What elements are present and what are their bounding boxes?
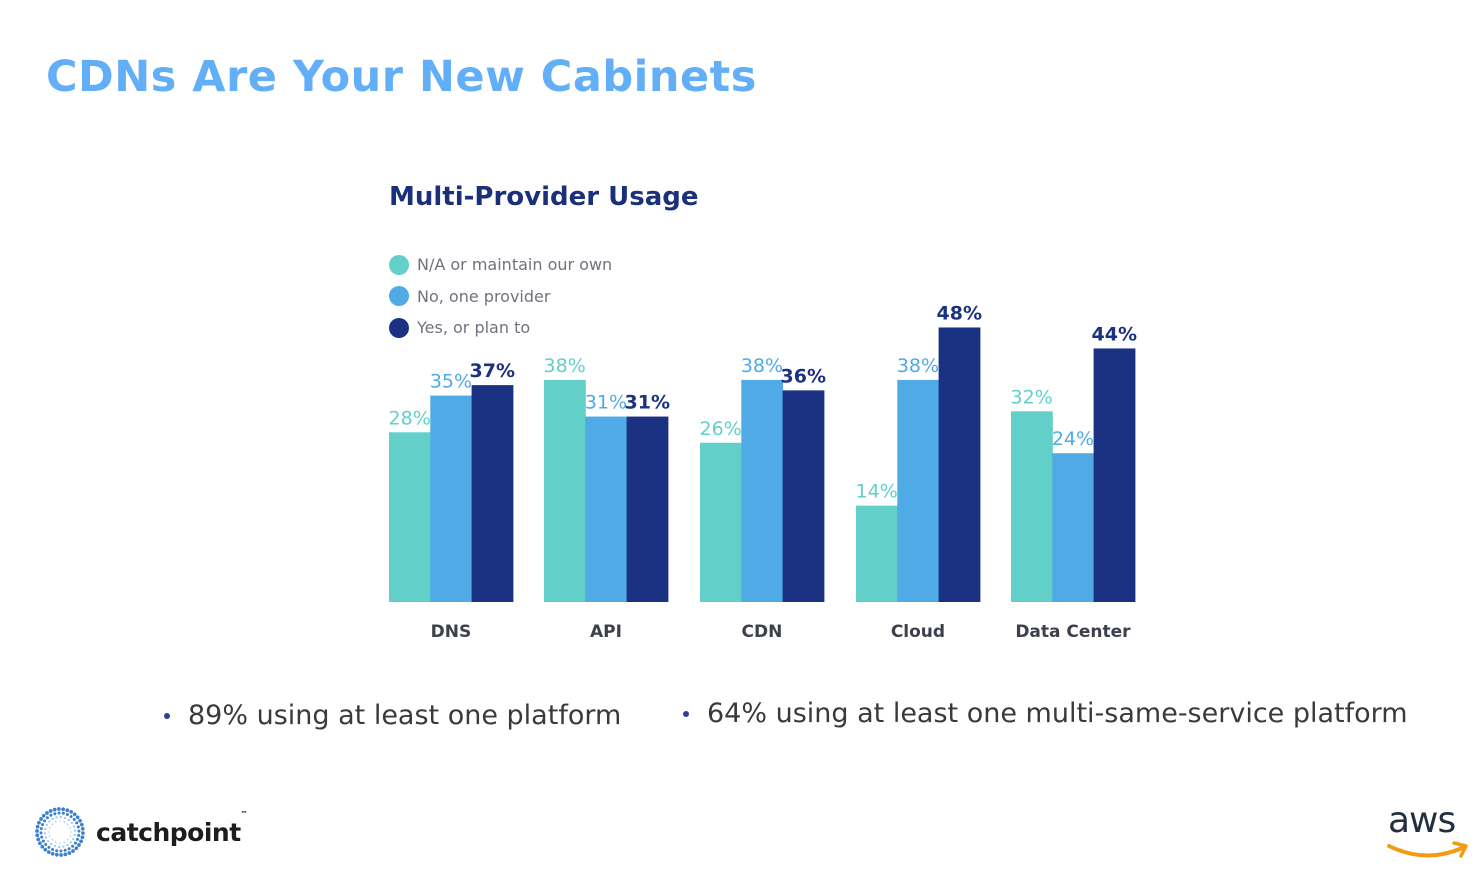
data-label: 36%	[781, 365, 826, 387]
x-tick-label: API	[590, 622, 622, 642]
legend-label: N/A or maintain our own	[417, 255, 613, 275]
bullet-icon	[164, 712, 170, 719]
legend-dot-icon	[389, 317, 409, 338]
bar-dns-series-0	[389, 432, 431, 602]
bar-cloud-series-1	[897, 379, 940, 602]
x-tick-label: Data Center	[1015, 622, 1131, 642]
x-tick-label: Cloud	[891, 622, 945, 642]
slide-title: CDNs Are Your New Cabinets	[46, 52, 757, 102]
data-label: 32%	[1011, 386, 1053, 408]
aws-smile-icon	[1387, 841, 1468, 858]
bar-api-series-2	[626, 416, 669, 602]
bar-dns-series-2	[471, 385, 514, 602]
data-label: 31%	[585, 392, 627, 414]
legend-item-yes: Yes, or plan to	[389, 312, 612, 344]
chart-legend: N/A or maintain our own No, one provider…	[389, 249, 612, 344]
bullet-icon	[683, 710, 689, 717]
chart-title: Multi-Provider Usage	[389, 182, 699, 212]
bar-data-center-series-0	[1011, 411, 1053, 602]
bar-data-center-series-1	[1052, 453, 1095, 602]
bar-cdn-series-1	[741, 379, 784, 602]
bar-api-series-0	[544, 379, 586, 602]
bar-cloud-series-0	[856, 505, 898, 602]
bar-dns-series-1	[430, 395, 473, 602]
data-label: 37%	[470, 360, 515, 382]
data-label: 48%	[937, 302, 982, 324]
data-label: 38%	[544, 355, 586, 377]
bar-cloud-series-2	[938, 327, 981, 602]
legend-label: No, one provider	[417, 286, 551, 306]
aws-wordmark: aws	[1388, 800, 1456, 841]
data-label: 35%	[430, 371, 472, 393]
bullet-text: 89% using at least one platform	[188, 700, 622, 731]
catchpoint-logo: catchpoint™	[34, 806, 248, 858]
legend-dot-icon	[389, 286, 409, 307]
bar-data-center-series-2	[1093, 348, 1136, 602]
catchpoint-burst-icon	[35, 807, 85, 857]
bullet-text: 64% using at least one multi-same-servic…	[707, 698, 1408, 729]
bar-cdn-series-0	[700, 442, 742, 602]
catchpoint-wordmark: catchpoint™	[96, 809, 248, 847]
data-label: 24%	[1052, 428, 1094, 450]
data-label: 38%	[897, 355, 939, 377]
legend-item-one-provider: No, one provider	[389, 281, 612, 313]
legend-label: Yes, or plan to	[417, 318, 531, 338]
data-label: 38%	[741, 355, 783, 377]
bar-api-series-1	[585, 416, 628, 602]
x-tick-label: CDN	[742, 622, 783, 642]
data-label: 31%	[625, 392, 670, 414]
x-tick-label: DNS	[431, 622, 472, 642]
bullet-item: 89% using at least one platform	[164, 700, 621, 731]
aws-logo: aws	[1386, 800, 1470, 862]
bullet-item: 64% using at least one multi-same-servic…	[683, 698, 1408, 729]
legend-dot-icon	[389, 254, 409, 275]
bar-cdn-series-2	[782, 390, 825, 602]
data-label: 44%	[1092, 323, 1137, 345]
data-label: 26%	[700, 418, 742, 440]
data-label: 14%	[856, 481, 898, 503]
data-label: 28%	[389, 407, 431, 429]
legend-item-na: N/A or maintain our own	[389, 249, 612, 281]
